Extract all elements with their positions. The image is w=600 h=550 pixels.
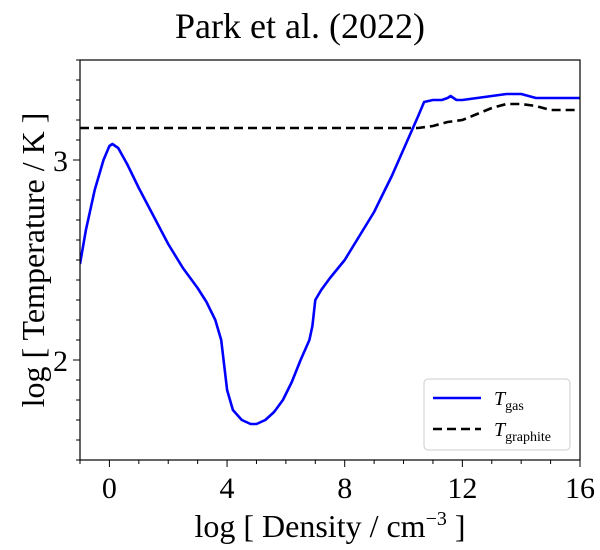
x-axis: 0 4 8 12 16 <box>79 460 595 505</box>
y-axis: 23 <box>53 59 80 461</box>
series-layer <box>80 92 580 426</box>
legend-label-gas: Tgas <box>494 388 524 414</box>
legend-label-gas-sub: gas <box>505 399 524 414</box>
chart-title: Park et al. (2022) <box>175 6 425 46</box>
legend-label-graphite-sub: graphite <box>505 430 551 445</box>
x-tick-label: 4 <box>220 472 235 505</box>
y-tick-label: 3 <box>53 145 68 178</box>
x-axis-label: log [ Density / cm−3 ] <box>194 508 465 544</box>
y-tick-label: 2 <box>53 345 68 378</box>
x-tick-label: 12 <box>447 472 477 505</box>
x-tick-label: 16 <box>565 472 595 505</box>
series-line-t-gas <box>80 92 580 426</box>
legend-label-gas-main: T <box>494 388 507 410</box>
legend-label-graphite: Tgraphite <box>494 419 551 445</box>
legend-label-graphite-main: T <box>494 419 507 441</box>
x-axis-label-end: ] <box>447 508 466 544</box>
x-axis-label-main: log [ Density / cm <box>194 508 425 544</box>
y-axis-label: log [ Temperature / K ] <box>15 113 51 408</box>
x-tick-label: 0 <box>102 472 117 505</box>
series-line-t-graphite <box>80 102 580 130</box>
x-tick-label: 8 <box>337 472 352 505</box>
legend: Tgas Tgraphite <box>423 378 571 451</box>
x-axis-label-sup: −3 <box>426 508 447 530</box>
